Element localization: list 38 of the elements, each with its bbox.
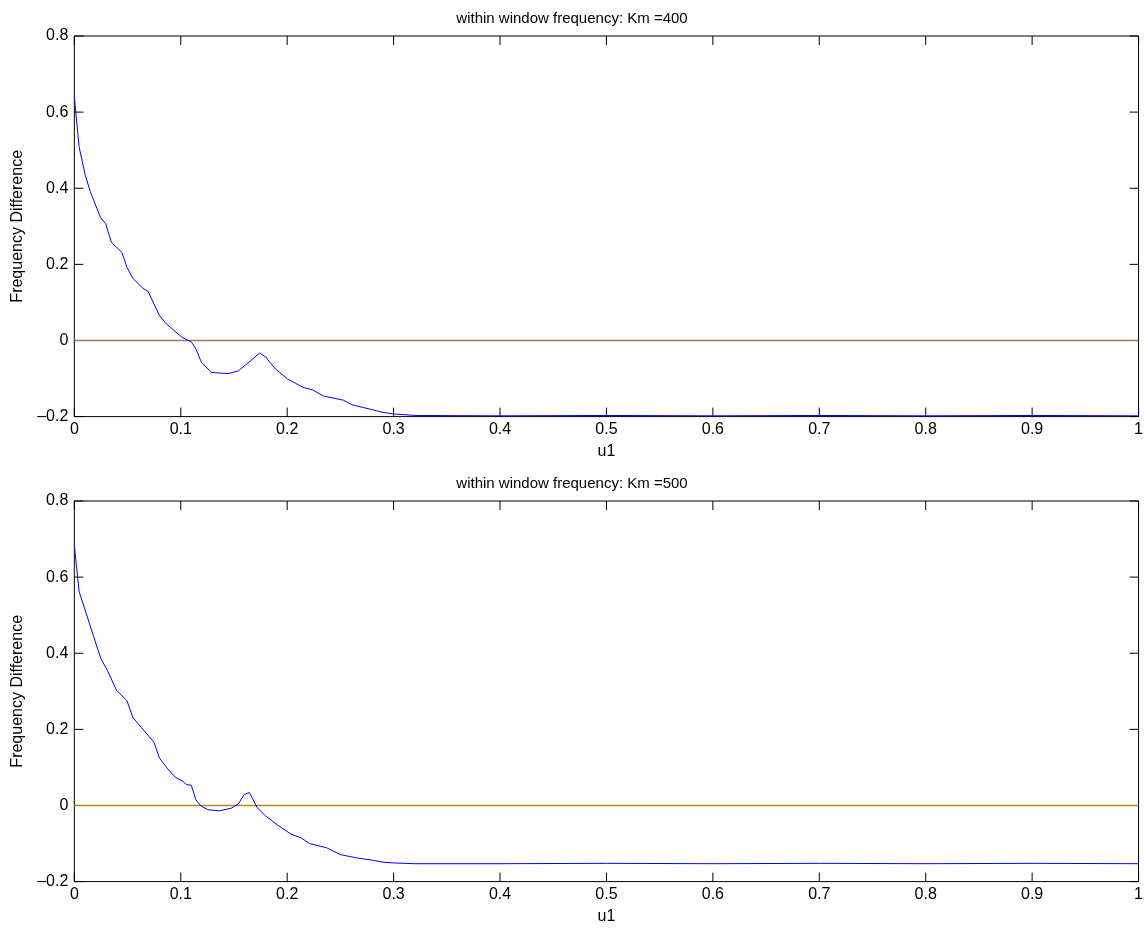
x-tick-label: 0.1 [169,419,192,437]
x-tick-label: 1 [1134,419,1144,437]
x-tick-label: 1 [1134,884,1144,902]
x-tick-label: 0.4 [488,419,512,437]
y-axis-title: Frequency Difference [8,149,26,303]
x-tick-label: 0.9 [1021,419,1044,437]
x-tick-label: 0.6 [701,884,725,902]
y-tick-label: –0.2 [37,407,69,425]
y-tick-label: 0.2 [46,719,69,737]
y-tick-label: 0.2 [46,254,69,272]
x-tick-label: 0.6 [701,419,725,437]
y-tick-label: 0.4 [46,178,69,196]
y-tick-label: –0.2 [37,872,69,890]
y-tick-label: 0.4 [46,643,69,661]
x-tick-label: 0.8 [914,419,937,437]
x-tick-label: 0.4 [488,884,512,902]
y-axis-title: Frequency Difference [8,614,26,768]
x-tick-label: 0.3 [382,884,405,902]
x-axis-title: u1 [597,906,616,924]
y-tick-label: 0 [59,330,69,348]
x-tick-label: 0.7 [808,419,831,437]
x-tick-label: 0.2 [276,884,299,902]
y-tick-label: 0.8 [46,491,69,509]
x-tick-label: 0.5 [595,884,618,902]
y-tick-label: 0.6 [46,102,69,120]
x-tick-label: 0.8 [914,884,937,902]
chart-title: within window frequency: Km =400 [455,9,688,27]
x-tick-label: 0.1 [169,884,192,902]
x-tick-label: 0.5 [595,419,618,437]
y-tick-label: 0.8 [46,26,69,44]
chart-title: within window frequency: Km =500 [455,474,688,492]
x-tick-label: 0.3 [382,419,405,437]
x-axis-title: u1 [597,441,616,459]
x-tick-label: 0.9 [1021,884,1044,902]
x-tick-label: 0.7 [808,884,831,902]
x-tick-label: 0.2 [276,419,299,437]
y-tick-label: 0 [59,795,69,813]
y-tick-label: 0.6 [46,567,69,585]
